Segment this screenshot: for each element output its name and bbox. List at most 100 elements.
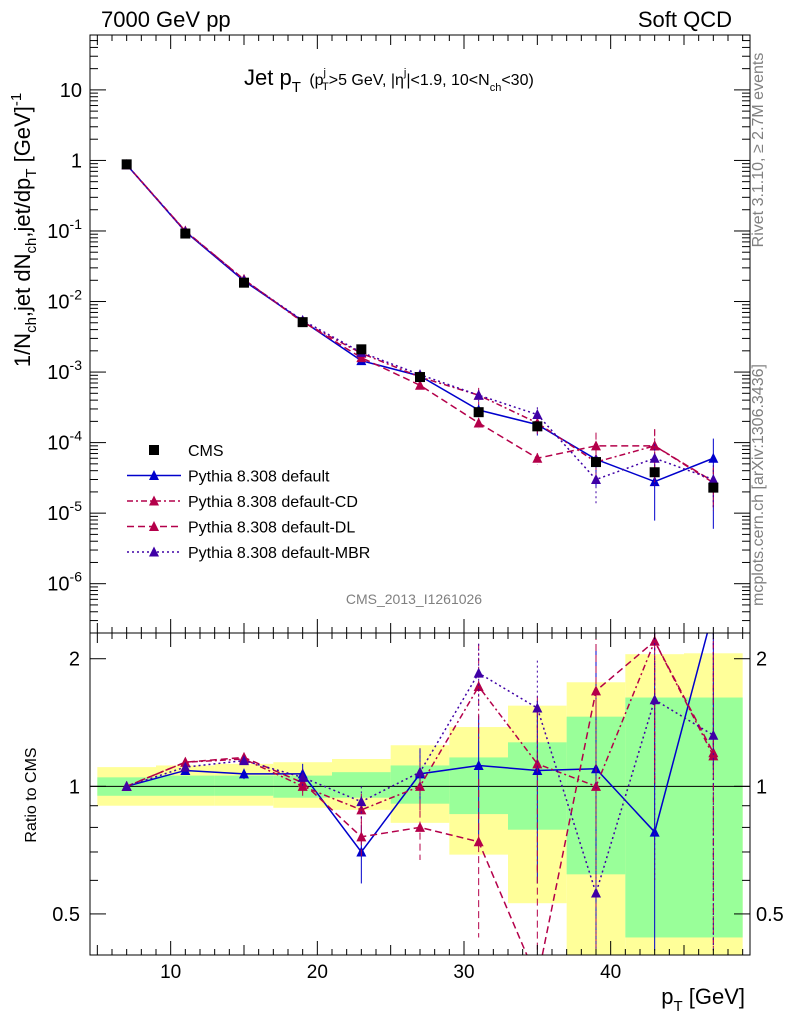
cms-point: [473, 407, 484, 418]
axes-layer: 10 20 30 40 10-6 10-5 10-4 10-3 10-2 10-1 1 10 0.5 0.…: [47, 34, 784, 983]
rivet-label: Rivet 3.1.10, ≥ 2.7M events: [750, 53, 767, 248]
legend-marker: [149, 495, 159, 506]
series-ratio: [121, 633, 719, 951]
legend-label: Pythia 8.308 default-DL: [188, 520, 355, 537]
cms-point: [415, 372, 425, 383]
data-point: [532, 409, 543, 420]
cms-point: [532, 421, 543, 432]
ratio-point: [356, 831, 367, 842]
y-tick-label: 10-3: [47, 357, 82, 384]
header-left: 7000 GeV pp: [101, 7, 231, 32]
ratio-point: [591, 685, 601, 696]
ratio-point: [415, 766, 425, 777]
ratio-point: [649, 635, 660, 646]
ratio-tick-label-left: 2: [69, 649, 80, 671]
mcplots-label: mcplots.cern.ch [arXiv:1306.3436]: [750, 364, 767, 606]
ratio-point: [415, 780, 425, 791]
ratio-point: [708, 605, 718, 615]
ratio-point: [708, 747, 719, 758]
y-tick-label: 10-2: [47, 287, 82, 314]
y-tick-label: 10-4: [47, 428, 82, 455]
cms-point: [180, 228, 191, 239]
ratio-point: [121, 780, 132, 791]
ratio-point: [473, 759, 484, 770]
cms-point: [708, 482, 719, 493]
ratio-point: [708, 729, 719, 740]
legend-label: Pythia 8.308 default: [188, 469, 330, 486]
legend-marker: [149, 470, 159, 480]
ratio-point: [180, 761, 191, 772]
data-point: [532, 452, 543, 463]
header-right: Soft QCD: [638, 7, 732, 32]
y-tick-label: 1: [71, 150, 82, 172]
data-point: [708, 452, 719, 463]
ratio-point: [649, 694, 660, 705]
ratio-tick-label-right: 2: [756, 649, 767, 671]
legend: CMS Pythia 8.308 default Pythia 8.308 defa…: [127, 443, 370, 562]
chart-title: Jet pT (pj T>5 GeV, |ηj|<1.9, 10<Nch<30): [244, 65, 534, 96]
data-point: [415, 379, 425, 390]
ratio-point: [297, 771, 308, 782]
legend-label: Pythia 8.308 default-MBR: [188, 545, 370, 562]
legend-marker-cms: [149, 445, 159, 455]
ratio-point: [356, 796, 367, 807]
main-frame: [89, 34, 751, 634]
series-line: [126, 164, 714, 483]
text-layer: 7000 GeV pp Soft QCD Jet pT (pj T>5 GeV, |η…: [8, 7, 767, 1015]
ratio-point: [473, 836, 484, 847]
data-point: [591, 473, 601, 484]
data-point: [708, 473, 719, 484]
ratio-point: [532, 758, 543, 769]
ratio-point: [297, 777, 308, 788]
series-layer: [121, 159, 719, 984]
cms-point: [121, 159, 132, 170]
ratio-point: [591, 887, 601, 898]
inner-band-bin: [332, 772, 391, 798]
x-axis-label: pT [GeV]: [661, 984, 745, 1015]
ratio-point: [591, 780, 601, 791]
x-tick-label: 40: [600, 962, 621, 983]
inner-band-bin: [214, 775, 274, 796]
legend-marker: [149, 521, 159, 531]
x-tick-label: 10: [160, 962, 181, 983]
ratio-point: [473, 667, 484, 678]
ratio-tick-label-right: 0.5: [756, 904, 784, 926]
legend-label: Pythia 8.308 default-CD: [188, 494, 358, 511]
cms-point: [239, 277, 249, 288]
y-axis-label: 1/Nch,jet dNch,jet/dpT [GeV]-1: [8, 93, 40, 367]
ratio-tick-label-left: 0.5: [52, 904, 80, 926]
data-point: [473, 417, 484, 428]
x-tick-label: 30: [453, 962, 474, 983]
data-point: [473, 389, 484, 400]
cms-point: [297, 317, 308, 328]
ratio-point: [649, 826, 660, 837]
legend-label-cms: CMS: [188, 443, 224, 460]
inner-band-bin: [156, 775, 215, 796]
cms-data: [121, 159, 719, 493]
ratio-y-axis-label: Ratio to CMS: [23, 747, 40, 842]
analysis-id: CMS_2013_I1261026: [346, 591, 482, 607]
ratio-point: [473, 680, 484, 691]
cms-point: [649, 467, 660, 478]
y-tick-label: 10-5: [47, 498, 82, 525]
ratio-point: [239, 768, 249, 779]
data-point: [591, 440, 601, 451]
ratio-point: [415, 821, 425, 832]
x-tick-label: 20: [307, 962, 328, 983]
series-line: [126, 164, 714, 484]
cms-point: [591, 457, 601, 468]
y-tick-label: 10-1: [47, 216, 82, 243]
series-line: [126, 164, 714, 483]
ratio-tick-label-left: 1: [69, 776, 80, 798]
ratio-point: [532, 702, 543, 713]
legend-marker: [149, 546, 159, 557]
ratio-point: [356, 804, 367, 815]
cms-point: [356, 344, 367, 355]
y-tick-label: 10: [60, 80, 82, 102]
ratio-point: [239, 755, 249, 766]
data-point: [356, 352, 367, 363]
series-line: [126, 164, 714, 481]
ratio-point: [532, 974, 542, 984]
y-tick-label: 10-6: [47, 569, 82, 596]
